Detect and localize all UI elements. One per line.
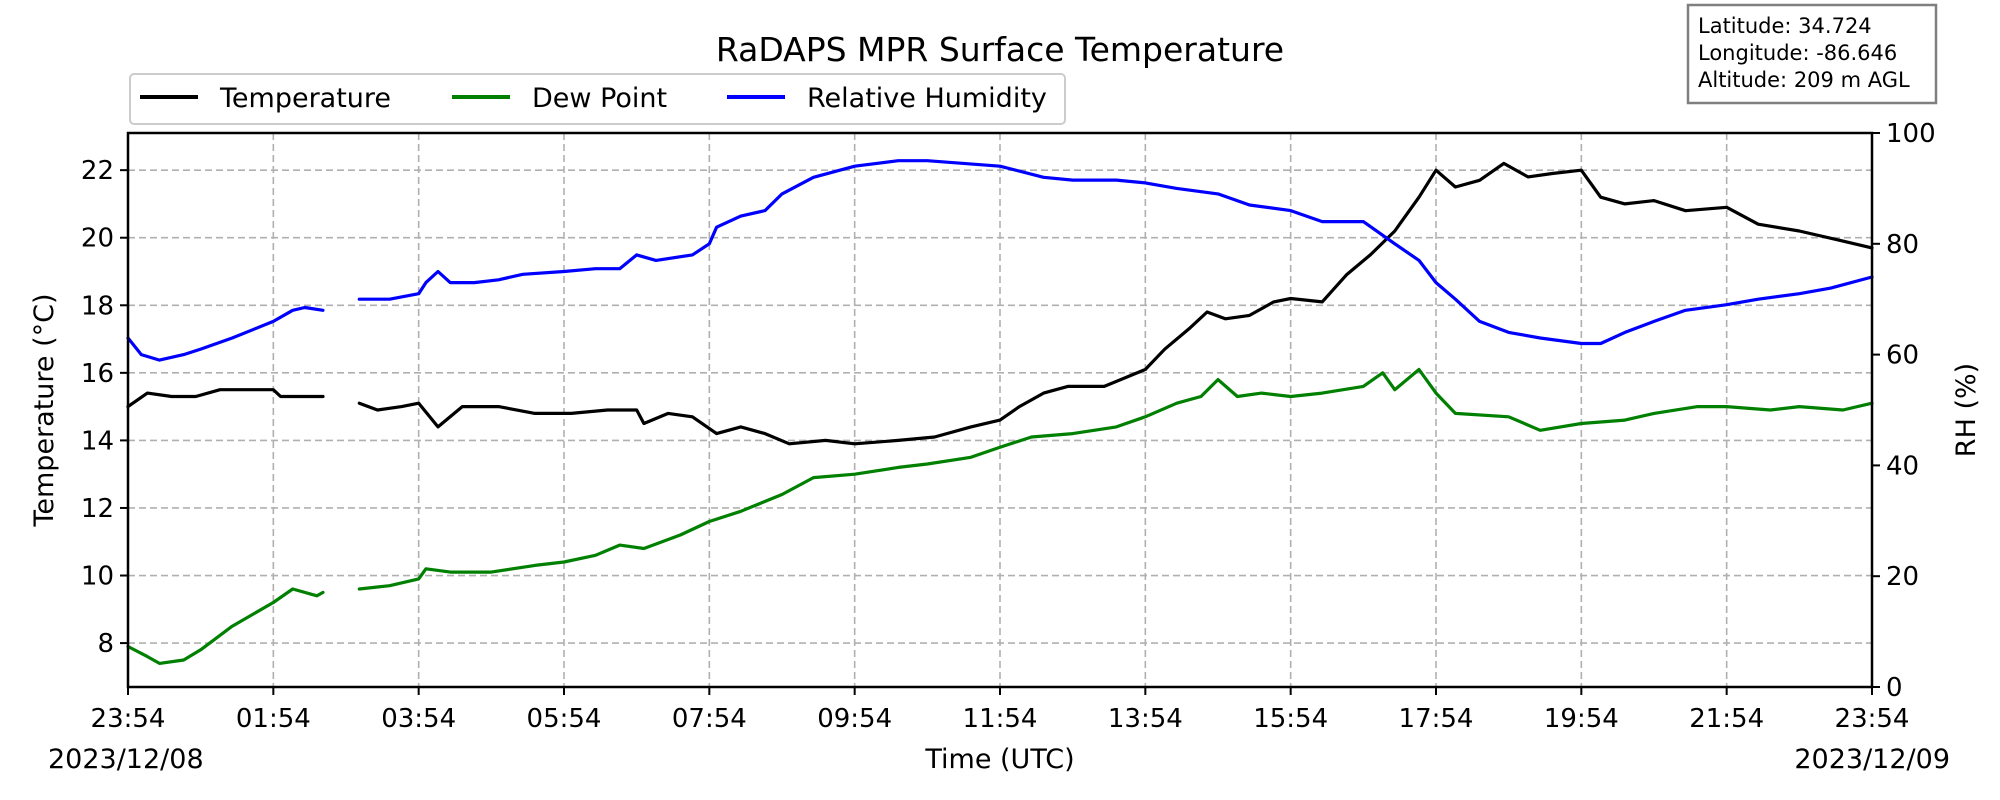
legend: Temperature Dew Point Relative Humidity: [129, 73, 1066, 125]
y-left-tick-label: 22: [81, 156, 114, 186]
legend-label-relative-humidity: Relative Humidity: [807, 83, 1047, 114]
x-tick-label: 17:54: [1399, 704, 1474, 734]
x-tick-label: 13:54: [1108, 704, 1183, 734]
x-tick-label: 19:54: [1544, 704, 1619, 734]
series-line-temperature: [126, 388, 325, 409]
y-axis-left-label: Temperature (°C): [29, 293, 60, 527]
x-tick-label: 11:54: [963, 704, 1038, 734]
y-right-tick-label: 20: [1886, 562, 1919, 592]
grid: [128, 133, 1872, 687]
y-left-tick-label: 10: [81, 562, 114, 592]
legend-item-relative-humidity: Relative Humidity: [727, 83, 1047, 114]
longitude-text: Longitude: -86.646: [1698, 41, 1897, 65]
end-date: 2023/12/09: [1794, 744, 1950, 775]
x-tick-label: 21:54: [1689, 704, 1764, 734]
legend-label-dew-point: Dew Point: [532, 83, 667, 114]
info-box-frame: [1686, 3, 1938, 105]
altitude-text: Altitude: 209 m AGL: [1698, 68, 1910, 92]
y-right-tick-label: 100: [1886, 119, 1936, 149]
x-axis-label: Time (UTC): [924, 744, 1074, 775]
legend-item-dew-point: Dew Point: [452, 83, 667, 114]
y-left-tick-label: 8: [97, 629, 114, 659]
legend-box: [129, 73, 1066, 125]
y-right-tick-label: 60: [1886, 341, 1919, 371]
y-left-tick-label: 16: [81, 359, 114, 389]
y-right-tick-label: 0: [1886, 673, 1903, 703]
y-left-tick-label: 20: [81, 224, 114, 254]
y-axis-right-label: RH (%): [1951, 363, 1982, 457]
y-right-tick-label: 40: [1886, 451, 1919, 481]
series-line-dew-point: [357, 367, 1874, 591]
x-tick-label: 01:54: [236, 704, 311, 734]
series-line-relative-humidity: [126, 305, 325, 362]
legend-item-temperature: Temperature: [140, 83, 391, 114]
start-date: 2023/12/08: [48, 744, 204, 775]
x-tick-label: 23:54: [1835, 704, 1910, 734]
x-tick-label: 09:54: [817, 704, 892, 734]
series-line-dew-point: [126, 587, 325, 666]
series-layer: [126, 159, 1874, 666]
series-line-temperature: [357, 161, 1874, 446]
series-line-relative-humidity: [357, 159, 1874, 346]
chart-title: RaDAPS MPR Surface Temperature: [716, 30, 1284, 69]
y-left-tick-label: 14: [81, 426, 114, 456]
y-axis-right: 0 20 40 60 80 100: [1872, 119, 1936, 703]
latitude-text: Latitude: 34.724: [1698, 14, 1872, 38]
x-tick-label: 05:54: [527, 704, 602, 734]
location-info-box: Latitude: 34.724 Longitude: -86.646 Alti…: [1686, 3, 1938, 105]
y-right-tick-label: 80: [1886, 230, 1919, 260]
x-tick-label: 03:54: [381, 704, 456, 734]
legend-label-temperature: Temperature: [219, 83, 391, 114]
y-left-tick-label: 12: [81, 494, 114, 524]
x-tick-label: 07:54: [672, 704, 747, 734]
y-axis-left: 8 10 12 14 16 18 20 22: [81, 156, 128, 659]
x-tick-label: 23:54: [91, 704, 166, 734]
x-axis: 23:54 01:54 03:54 05:54 07:54 09:54 11:54 13:54…: [91, 687, 1910, 734]
y-left-tick-label: 18: [81, 291, 114, 321]
x-tick-label: 15:54: [1253, 704, 1328, 734]
